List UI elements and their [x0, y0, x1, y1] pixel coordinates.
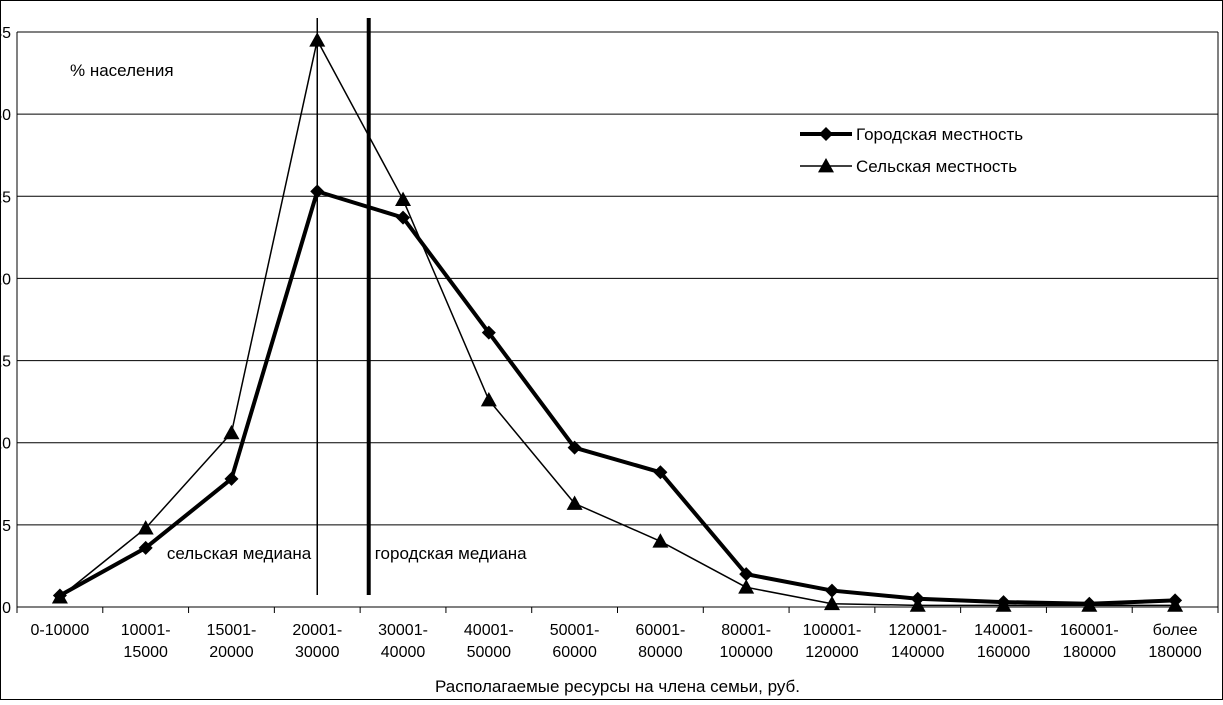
- legend: Городская местность Сельская местность: [800, 125, 1023, 176]
- legend-label: Городская местность: [856, 125, 1023, 144]
- y-tick-label: 15: [0, 354, 11, 371]
- data-point-diamond: [138, 540, 153, 555]
- data-point-diamond: [653, 465, 668, 480]
- data-point-diamond: [824, 583, 839, 598]
- data-point-triangle: [480, 392, 497, 407]
- data-point-diamond: [996, 595, 1011, 610]
- data-point-diamond: [224, 471, 239, 486]
- median-label: городская медиана: [375, 544, 527, 563]
- data-point-diamond: [910, 591, 925, 606]
- x-tick-label: 15001-20000: [207, 622, 257, 661]
- x-tick-label: 10001-15000: [121, 622, 171, 661]
- data-point-triangle: [309, 32, 326, 47]
- series-lines: [51, 32, 1184, 612]
- x-tick-label: 50001-60000: [550, 622, 600, 661]
- data-point-diamond: [310, 184, 325, 199]
- data-point-triangle: [738, 579, 755, 594]
- x-tick-label: 60001-80000: [635, 622, 685, 661]
- x-tick-label: 80001-100000: [719, 622, 772, 661]
- x-tick-label: 20001-30000: [292, 622, 342, 661]
- data-point-triangle: [652, 533, 669, 548]
- legend-marker-triangle: [818, 158, 834, 173]
- data-point-triangle: [566, 495, 583, 510]
- y-tick-label: 0: [2, 600, 11, 617]
- median-lines: [316, 18, 371, 595]
- y-tick-label: 25: [0, 189, 11, 206]
- axes: [16, 31, 1219, 613]
- data-point-triangle: [395, 191, 412, 206]
- x-tick-label: 40001-50000: [464, 622, 514, 661]
- data-point-diamond: [396, 210, 411, 225]
- y-tick-label: 10: [0, 436, 11, 453]
- data-point-triangle: [823, 595, 840, 611]
- x-tick-label: 140001-160000: [974, 622, 1033, 661]
- data-point-diamond: [567, 440, 582, 455]
- median-label: сельская медиана: [167, 544, 312, 563]
- data-point-diamond: [52, 588, 67, 603]
- x-tick-label: 0-10000: [31, 622, 90, 639]
- x-tick-label: 120001-140000: [888, 622, 947, 661]
- data-point-diamond: [1168, 593, 1183, 608]
- series-line: [58, 189, 1176, 606]
- y-unit-label: % населения: [70, 61, 174, 80]
- data-point-triangle: [137, 520, 154, 535]
- data-point-diamond: [1082, 596, 1097, 611]
- y-tick-label: 30: [0, 107, 11, 124]
- x-tick-label: 100001-120000: [803, 622, 862, 661]
- data-point-triangle: [223, 424, 240, 440]
- y-tick-label: 5: [2, 518, 11, 535]
- data-point-diamond: [739, 567, 754, 582]
- y-tick-label: 20: [0, 271, 11, 288]
- axis-texts: 0 5 10 15 20 25 30 35 0-10000 10001-15000 15001-20…: [0, 25, 1202, 696]
- x-tick-label: 30001-40000: [378, 622, 428, 661]
- series-line: [59, 39, 1176, 607]
- y-tick-label: 35: [0, 25, 11, 42]
- data-point-diamond: [481, 325, 496, 340]
- x-tick-label: 160001-180000: [1060, 622, 1119, 661]
- legend-label: Сельская местность: [856, 157, 1017, 176]
- x-axis-title: Располагаемые ресурсы на члена семьи, ру…: [435, 677, 800, 696]
- legend-marker-diamond: [819, 127, 833, 141]
- x-tick-label: более 180000: [1148, 622, 1201, 661]
